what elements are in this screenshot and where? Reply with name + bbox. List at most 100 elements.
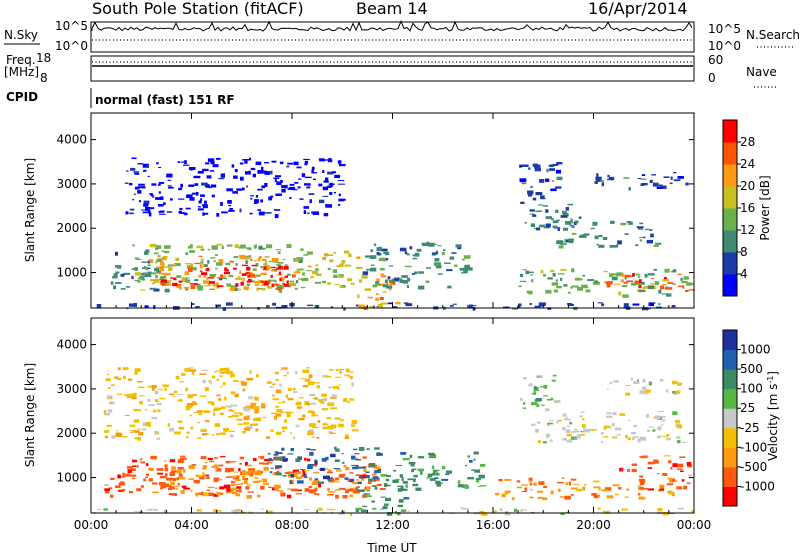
velocity-echo [300,475,305,478]
power-echo [214,254,218,256]
velocity-echo [356,486,360,489]
power-echo [152,282,155,285]
power-echo [303,206,309,209]
velocity-echo [177,420,183,423]
velocity-echo [326,508,332,510]
power-echo [406,285,410,289]
velocity-echo [593,495,599,499]
power-echo [159,261,165,266]
power-echo [161,257,167,261]
velocity-echo [552,374,557,377]
velocity-echo [203,410,210,413]
velocity-echo [285,412,291,414]
velocity-colorbar-tick-label: -100 [740,440,767,454]
power-echo [322,170,325,173]
power-echo [671,305,676,308]
velocity-echo [473,458,476,461]
velocity-echo [479,510,484,513]
power-echo [341,260,346,264]
power-echo [241,273,247,276]
velocity-echo [682,488,687,490]
velocity-echo [351,429,359,432]
power-echo [519,273,524,277]
power-echo [217,285,224,288]
velocity-echo [186,431,190,434]
velocity-echo [647,461,655,465]
velocity-echo [306,367,310,369]
velocity-echo [236,418,243,421]
power-echo [327,282,331,285]
power-echo [663,277,667,280]
velocity-echo [598,487,601,491]
velocity-echo [368,478,374,482]
power-echo [155,248,159,250]
velocity-echo [427,473,433,478]
velocity-echo [213,407,219,410]
velocity-echo [140,485,144,488]
velocity-echo [242,431,246,434]
velocity-echo [288,471,293,474]
velocity-echo [132,477,135,480]
power-echo [115,251,118,256]
velocity-echo [322,426,330,430]
velocity-echo [546,398,552,401]
velocity-echo [154,390,159,395]
power-echo [198,275,201,278]
power-echo [551,282,559,286]
velocity-echo [345,368,350,373]
velocity-echo [365,475,370,479]
velocity-echo [167,423,170,427]
power-echo [158,204,164,207]
velocity-echo [686,482,691,485]
power-echo [387,302,393,305]
velocity-echo [285,394,289,398]
velocity-echo [262,483,270,485]
velocity-echo [269,471,273,474]
power-echo [262,288,266,291]
power-echo [260,285,266,287]
power-echo [245,256,252,259]
power-echo [190,244,193,247]
velocity-echo [494,492,500,496]
power-echo [220,202,223,206]
velocity-y-tick-label: 3000 [56,382,87,396]
velocity-echo [294,471,301,475]
power-echo [199,270,203,272]
power-echo [180,183,183,188]
velocity-echo [138,386,145,389]
power-echo [211,194,215,198]
power-echo [347,278,353,282]
power-echo [637,276,641,278]
velocity-echo [536,421,541,424]
velocity-echo [238,468,241,472]
velocity-echo [647,429,651,432]
power-echo [389,280,396,283]
power-echo [262,259,267,261]
power-echo [367,296,373,299]
velocity-echo [232,510,240,513]
velocity-echo [178,426,185,430]
velocity-echo [174,431,181,435]
power-echo [157,184,161,186]
velocity-echo [473,451,479,455]
velocity-echo [333,468,340,470]
power-echo [183,164,190,166]
velocity-echo [246,415,251,417]
power-echo [229,208,233,212]
velocity-echo [380,474,388,477]
velocity-echo [226,488,231,492]
power-echo [560,269,567,271]
power-echo [216,213,220,217]
velocity-echo [475,479,480,483]
velocity-echo [584,484,587,486]
velocity-echo [228,416,233,418]
power-echo [437,245,442,247]
velocity-echo [639,481,645,486]
power-echo [158,213,166,215]
power-echo [616,244,619,248]
power-echo [356,266,363,269]
cpid-text: normal (fast) 151 RF [95,93,235,107]
power-echo [154,252,159,255]
velocity-echo [310,449,316,451]
